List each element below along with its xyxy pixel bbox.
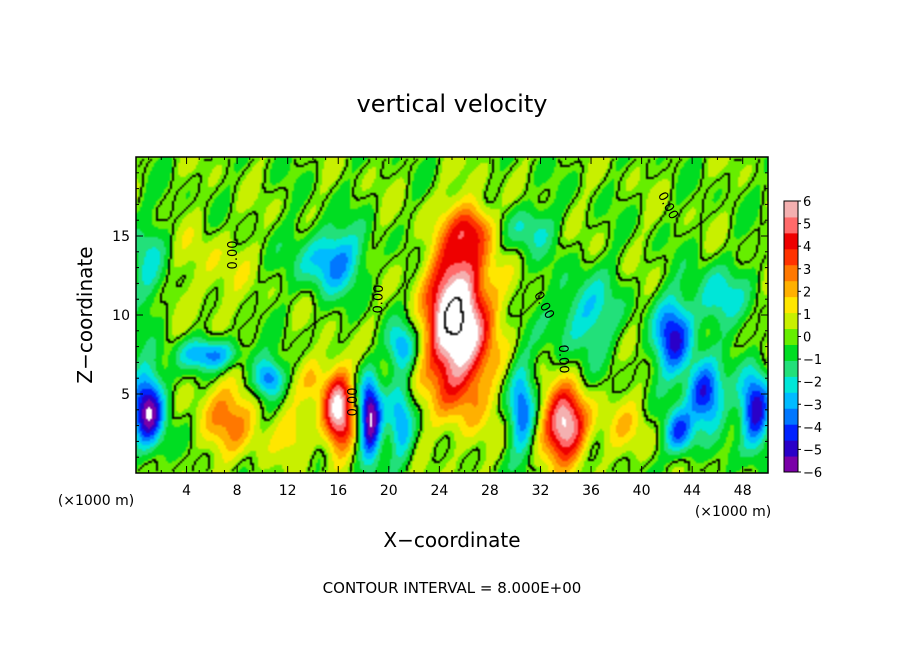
- velocity-field: [136, 157, 768, 473]
- y-tick-label: 5: [121, 387, 130, 403]
- colorbar-label: 4: [803, 240, 811, 255]
- x-tick-label: 44: [683, 483, 701, 499]
- colorbar-labels: 6 5 4 3 2 1 0 −1 −2 −3 −4 −5 −6: [798, 195, 822, 481]
- colorbar-label: −2: [803, 376, 822, 391]
- y-axis-ticks: 5 10 15: [112, 172, 768, 458]
- colorbar-label: −3: [803, 398, 822, 413]
- colorbar-swatch: [784, 456, 798, 473]
- x-tick-label: 16: [329, 483, 347, 499]
- x-tick-label: 48: [734, 483, 752, 499]
- colorbar-swatch: [784, 392, 798, 409]
- colorbar-swatch: [784, 440, 798, 457]
- x-tick-label: 36: [582, 483, 600, 499]
- colorbar-swatch: [784, 264, 798, 282]
- x-tick-label: 20: [380, 483, 398, 499]
- colorbar-swatch: [784, 216, 798, 234]
- chart-title: vertical velocity: [357, 90, 548, 118]
- x-tick-label: 32: [532, 483, 550, 499]
- colorbar-swatch: [784, 328, 798, 345]
- colorbar-label: 5: [803, 218, 811, 233]
- colorbar: [783, 200, 799, 473]
- x-tick-label: 40: [633, 483, 651, 499]
- colorbar-label: 2: [803, 285, 811, 300]
- colorbar-swatch: [784, 344, 798, 361]
- x-unit-right: (×1000 m): [695, 504, 771, 520]
- colorbar-label: −6: [803, 466, 822, 481]
- colorbar-label: −5: [803, 443, 822, 458]
- y-axis-label: Z−coordinate: [73, 246, 97, 383]
- colorbar-swatch: [784, 376, 798, 393]
- contour-label: 0.00: [555, 344, 571, 373]
- y-tick-label: 10: [112, 308, 130, 324]
- colorbar-label: 3: [803, 263, 811, 278]
- contour-label: 0.00: [226, 240, 241, 269]
- colorbar-swatch: [784, 312, 798, 330]
- colorbar-label: −1: [803, 353, 822, 368]
- x-unit-left: (×1000 m): [58, 493, 134, 509]
- colorbar-swatch: [784, 296, 798, 314]
- x-tick-label: 28: [481, 483, 499, 499]
- x-axis-label: X−coordinate: [383, 528, 520, 552]
- x-tick-label: 24: [430, 483, 448, 499]
- colorbar-swatch: [784, 248, 798, 266]
- colorbar-label: 0: [803, 331, 811, 346]
- x-tick-label: 12: [279, 483, 297, 499]
- x-tick-label: 8: [233, 483, 242, 499]
- x-axis-ticks: 4 8 12 16 20 24 28 32 36 40 44 48: [148, 157, 756, 499]
- x-tick-label: 4: [182, 483, 191, 499]
- colorbar-label: 1: [803, 308, 811, 323]
- contour-label: 0.00: [346, 387, 361, 416]
- colorbar-swatch: [784, 424, 798, 441]
- colorbar-label: 6: [803, 195, 811, 210]
- colorbar-swatch: [784, 408, 798, 425]
- colorbar-swatch: [784, 280, 798, 298]
- colorbar-swatch: [784, 360, 798, 377]
- colorbar-swatch: [784, 201, 798, 218]
- colorbar-swatch: [784, 232, 798, 250]
- y-tick-label: 15: [112, 229, 130, 245]
- colorbar-label: −4: [803, 421, 822, 436]
- contour-label: 0.00: [371, 284, 387, 313]
- contour-interval-footer: CONTOUR INTERVAL = 8.000E+00: [323, 579, 582, 597]
